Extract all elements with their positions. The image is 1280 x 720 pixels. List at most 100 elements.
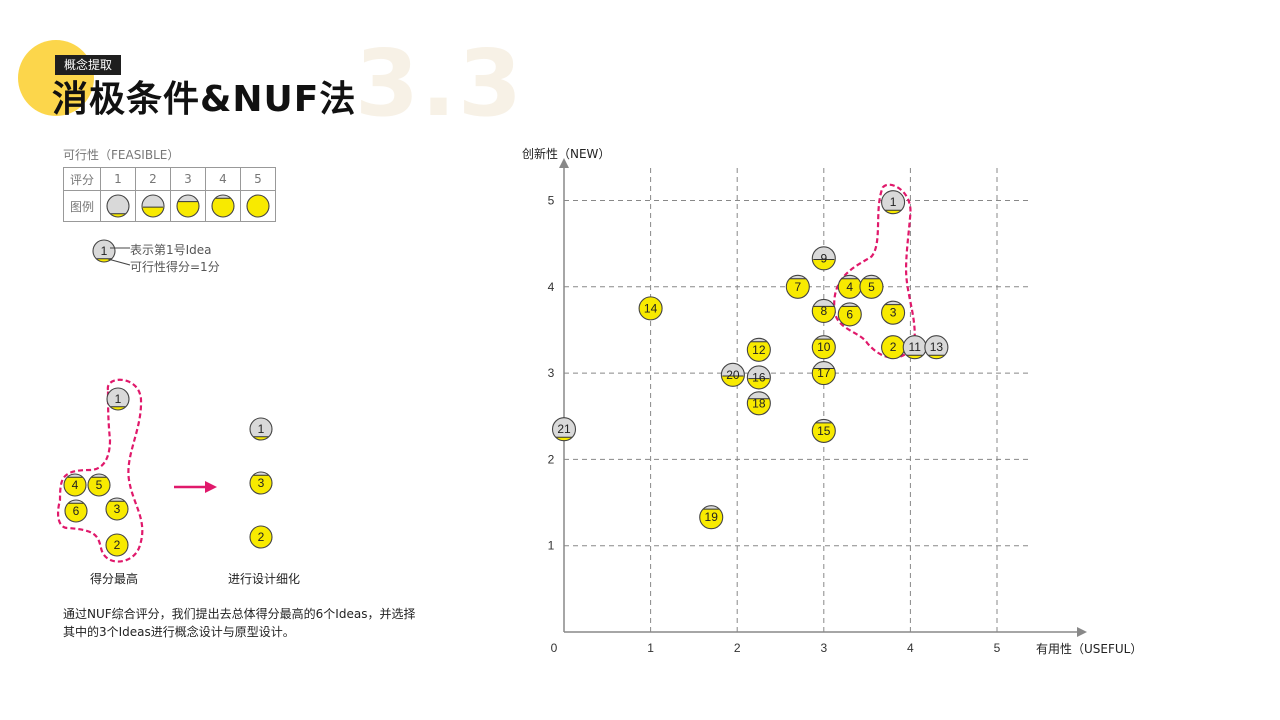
page-title: 消极条件&NUF法	[52, 79, 357, 120]
right-idea-label: 1	[258, 422, 265, 436]
y-axis-label: 创新性（NEW）	[522, 147, 611, 161]
data-point: 21	[551, 417, 577, 442]
data-point-label: 12	[752, 343, 766, 357]
data-point: 7	[785, 274, 810, 299]
data-point: 14	[638, 296, 663, 321]
left-idea-label: 3	[114, 502, 121, 516]
data-point-label: 3	[890, 306, 897, 320]
legend-icon-cell	[135, 190, 171, 222]
left-idea-label: 4	[72, 478, 79, 492]
score-cell: 1	[100, 167, 136, 191]
y-tick-label: 4	[548, 280, 555, 294]
data-point-label: 16	[752, 370, 766, 384]
left-idea: 6	[64, 499, 88, 523]
left-idea: 2	[105, 533, 129, 557]
x-tick-label: 5	[994, 641, 1001, 655]
data-point-label: 18	[752, 396, 766, 410]
data-point: 11	[902, 335, 927, 360]
data-point: 1	[881, 190, 906, 215]
legend-icon	[141, 194, 165, 218]
data-point: 5	[859, 274, 884, 299]
x-axis-label: 有用性（USEFUL）	[1036, 642, 1143, 656]
right-caption: 进行设计细化	[228, 572, 301, 586]
y-tick-label: 3	[548, 366, 555, 380]
left-idea: 3	[105, 497, 129, 521]
data-point: 17	[811, 361, 836, 386]
legend-icon-cell	[240, 190, 276, 222]
sample-idea-icon: 1	[92, 239, 116, 263]
x-tick-label: 2	[734, 641, 741, 655]
x-tick-label: 0	[551, 641, 558, 655]
data-point: 8	[811, 298, 836, 324]
data-point: 4	[837, 274, 862, 299]
data-point-label: 9	[820, 251, 827, 265]
data-point-label: 13	[930, 340, 944, 354]
sample-idea-icon-label: 1	[101, 244, 108, 258]
legend-icon-cell	[170, 190, 206, 222]
data-point-label: 19	[705, 510, 719, 524]
data-point-label: 7	[794, 280, 801, 294]
legend-icon	[211, 194, 235, 218]
data-point: 2	[881, 335, 906, 360]
left-idea-label: 6	[73, 504, 80, 518]
data-point: 9	[811, 246, 836, 271]
left-group-highlight	[57, 378, 144, 563]
x-tick-label: 3	[820, 641, 827, 655]
data-point-label: 14	[644, 301, 658, 315]
category-badge: 概念提取	[55, 55, 122, 75]
score-cell: 2	[135, 167, 171, 191]
legend-title: 可行性（FEASIBLE）	[63, 148, 180, 162]
data-point-label: 17	[817, 366, 831, 380]
right-idea-label: 3	[258, 476, 265, 490]
legend-icon	[246, 194, 270, 218]
top-ideas-highlight	[833, 183, 916, 359]
right-idea-label: 2	[258, 530, 265, 544]
icon-row-label: 图例	[63, 190, 101, 222]
x-tick-label: 1	[647, 641, 654, 655]
legend-icon	[176, 194, 200, 218]
y-tick-label: 2	[548, 452, 555, 466]
left-idea-label: 1	[115, 392, 122, 406]
description-text: 通过NUF综合评分，我们提出去总体得分最高的6个Ideas，并选择其中的3个Id…	[63, 607, 416, 639]
data-point-label: 15	[817, 424, 831, 438]
feasibility-legend-table: 评分 1 2 3 4 5 图例	[63, 167, 276, 222]
data-point: 20	[720, 362, 745, 387]
sample-pointer-line	[107, 258, 131, 266]
data-point: 15	[811, 418, 836, 443]
x-tick-label: 4	[907, 641, 914, 655]
left-idea: 5	[87, 473, 111, 497]
right-idea: 2	[249, 525, 273, 549]
right-idea: 1	[249, 417, 273, 441]
data-point-label: 2	[890, 340, 897, 354]
sample-line-1: 表示第1号Idea	[130, 243, 212, 257]
right-idea: 3	[249, 471, 273, 495]
data-point-label: 20	[726, 368, 740, 382]
data-point-label: 4	[846, 280, 853, 294]
decorative-circle	[18, 40, 94, 116]
left-caption: 得分最高	[90, 572, 139, 586]
left-idea: 1	[106, 387, 130, 411]
data-point: 13	[924, 335, 949, 360]
data-point-label: 1	[890, 195, 897, 209]
data-point: 12	[746, 337, 771, 362]
left-idea-label: 2	[114, 538, 121, 552]
y-tick-label: 1	[548, 539, 555, 553]
data-point: 6	[837, 302, 862, 327]
data-point-label: 11	[908, 340, 921, 354]
data-point: 10	[811, 335, 836, 360]
y-tick-label: 5	[548, 194, 555, 208]
data-point: 3	[881, 300, 906, 325]
section-number: 3.3	[355, 30, 524, 137]
data-point-label: 5	[868, 280, 875, 294]
legend-icon	[106, 194, 130, 218]
data-point: 18	[746, 391, 771, 416]
data-point: 16	[746, 365, 771, 390]
data-point-label: 6	[846, 307, 853, 321]
data-point-label: 21	[557, 422, 571, 436]
data-point: 19	[699, 505, 724, 530]
left-idea: 4	[63, 473, 87, 497]
data-point-label: 8	[820, 304, 827, 318]
data-point-label: 10	[817, 340, 831, 354]
legend-icon-cell	[205, 190, 241, 222]
